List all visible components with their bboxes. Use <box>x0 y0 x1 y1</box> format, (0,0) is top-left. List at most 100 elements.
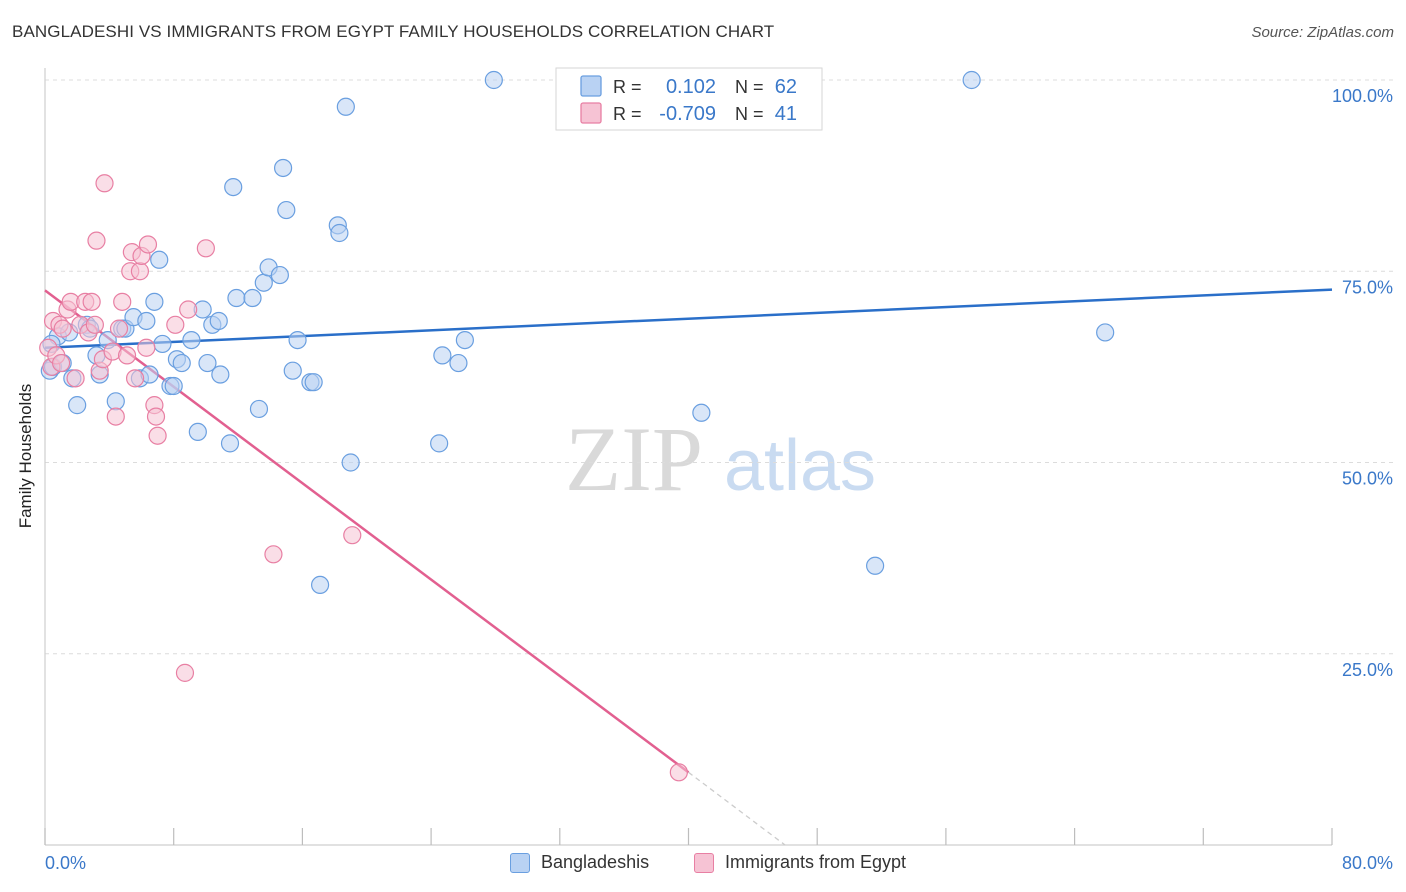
bangladeshi-point <box>254 273 273 292</box>
bangladeshi-point <box>172 353 191 373</box>
chart-title: BANGLADESHI VS IMMIGRANTS FROM EGYPT FAM… <box>12 22 775 41</box>
egypt-point <box>669 763 688 782</box>
bangladeshi-point <box>211 365 230 384</box>
egypt-point <box>106 407 125 426</box>
data-points <box>39 70 1115 782</box>
bangladeshi-point <box>1096 323 1115 342</box>
correlation-legend: R = 0.102 N = 62 R = -0.709 N = 41 <box>555 67 823 131</box>
bangladeshi-point <box>336 97 355 116</box>
egypt-point <box>196 239 215 258</box>
n-value-bangladeshi: 62 <box>775 76 797 98</box>
bangladeshi-point <box>150 250 169 269</box>
n-label-bangladeshi: N = <box>735 77 764 97</box>
legend-swatch-egypt <box>580 102 602 124</box>
bangladeshi-point <box>198 353 217 373</box>
bangladeshi-point <box>224 178 243 197</box>
egypt-point <box>343 526 362 545</box>
egypt-point <box>85 315 104 334</box>
egypt-point <box>125 369 145 388</box>
egypt-trend-line <box>44 289 690 774</box>
bangladeshi-point <box>153 334 172 354</box>
legend-label-immigrants-from-egypt: Immigrants from Egypt <box>725 852 907 872</box>
legend-swatch-bangladeshis <box>510 852 530 873</box>
bangladeshi-point <box>449 353 468 373</box>
r-label-egypt: R = <box>613 104 642 124</box>
bangladeshi-point <box>283 361 302 380</box>
bangladeshi-point <box>243 288 262 308</box>
legend-swatch-bangladeshi <box>580 75 602 97</box>
bangladeshi-point <box>164 376 183 396</box>
egypt-point <box>66 369 85 388</box>
bangladeshi-point <box>277 200 296 220</box>
n-value-egypt: 41 <box>775 103 797 125</box>
bangladeshi-point <box>227 288 246 308</box>
y-tick-label: 100.0% <box>1332 86 1393 106</box>
egypt-point <box>166 315 185 334</box>
bangladeshi-point <box>145 292 164 311</box>
bangladeshi-point <box>455 331 474 350</box>
egypt-point <box>82 292 101 311</box>
bangladeshi-trend-line <box>44 288 1333 349</box>
egypt-trend-extension <box>688 771 786 846</box>
bangladeshi-point <box>310 575 330 595</box>
egypt-point <box>148 426 167 445</box>
bangladeshi-point <box>304 373 323 392</box>
egypt-point <box>175 663 195 682</box>
egypt-point <box>138 235 158 254</box>
n-label-egypt: N = <box>735 104 764 124</box>
y-tick-label: 75.0% <box>1342 277 1393 297</box>
bangladeshi-point <box>484 70 503 90</box>
bangladeshi-point <box>962 70 981 90</box>
x-tick-label-max: 80.0% <box>1342 853 1393 873</box>
bangladeshi-point <box>288 331 307 350</box>
r-label-bangladeshi: R = <box>613 77 642 97</box>
bangladeshi-point <box>188 422 207 441</box>
bangladeshi-point <box>249 399 269 419</box>
watermark-zip: ZIP <box>565 408 703 510</box>
watermark-atlas: atlas <box>724 426 876 506</box>
axes <box>44 68 1333 846</box>
egypt-point <box>113 292 132 311</box>
tick-labels: 25.0% 50.0% 75.0% 100.0% 0.0% 80.0% <box>45 86 1393 873</box>
trend-lines <box>44 288 1333 846</box>
bangladeshi-point <box>692 403 711 422</box>
egypt-point <box>137 338 156 357</box>
egypt-point <box>130 262 150 281</box>
egypt-point <box>117 346 137 365</box>
r-value-bangladeshi: 0.102 <box>666 76 716 98</box>
bangladeshi-point <box>182 331 201 350</box>
y-tick-label: 25.0% <box>1342 660 1393 680</box>
egypt-point <box>109 319 129 338</box>
egypt-point <box>179 300 198 319</box>
bangladeshi-point <box>433 346 452 365</box>
bangladeshi-point <box>209 311 228 331</box>
bangladeshi-point <box>341 453 360 472</box>
egypt-point <box>95 174 114 193</box>
zipatlas-watermark: ZIP atlas <box>565 408 876 510</box>
y-tick-label: 50.0% <box>1342 469 1393 489</box>
bangladeshi-point <box>220 434 240 453</box>
bangladeshi-point <box>273 158 293 178</box>
legend-item-bangladeshis: Bangladeshis <box>510 852 649 873</box>
egypt-point <box>146 407 166 426</box>
series-legend: Bangladeshis Immigrants from Egypt <box>0 850 1406 880</box>
egypt-point <box>51 353 71 373</box>
legend-swatch-immigrants-from-egypt <box>694 852 714 873</box>
bangladeshi-point <box>137 311 156 331</box>
r-value-egypt: -0.709 <box>659 103 716 125</box>
egypt-point <box>53 319 72 338</box>
bangladeshi-point <box>330 223 349 243</box>
legend-label-bangladeshis: Bangladeshis <box>541 852 650 872</box>
bangladeshi-point <box>430 434 449 453</box>
bangladeshi-point <box>270 265 289 285</box>
bangladeshi-point <box>106 392 125 411</box>
gridlines <box>45 79 1395 655</box>
legend-item-immigrants-from-egypt: Immigrants from Egypt <box>694 852 906 873</box>
bangladeshi-point <box>866 556 885 575</box>
egypt-point <box>87 231 106 250</box>
x-tick-label-min: 0.0% <box>45 853 86 873</box>
source-label: Source: ZipAtlas.com <box>1251 24 1394 41</box>
egypt-point <box>264 545 283 564</box>
bangladeshi-point <box>68 396 87 415</box>
